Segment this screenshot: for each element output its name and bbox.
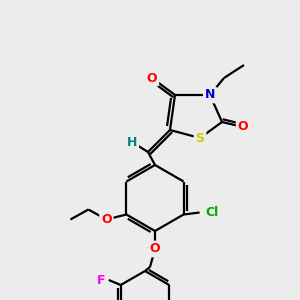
- Text: O: O: [101, 213, 112, 226]
- Text: H: H: [127, 136, 137, 148]
- Text: F: F: [97, 274, 105, 286]
- Text: N: N: [205, 88, 215, 101]
- Text: O: O: [150, 242, 160, 256]
- Text: Cl: Cl: [205, 206, 218, 219]
- Text: O: O: [147, 71, 157, 85]
- Text: S: S: [196, 131, 205, 145]
- Text: O: O: [238, 121, 248, 134]
